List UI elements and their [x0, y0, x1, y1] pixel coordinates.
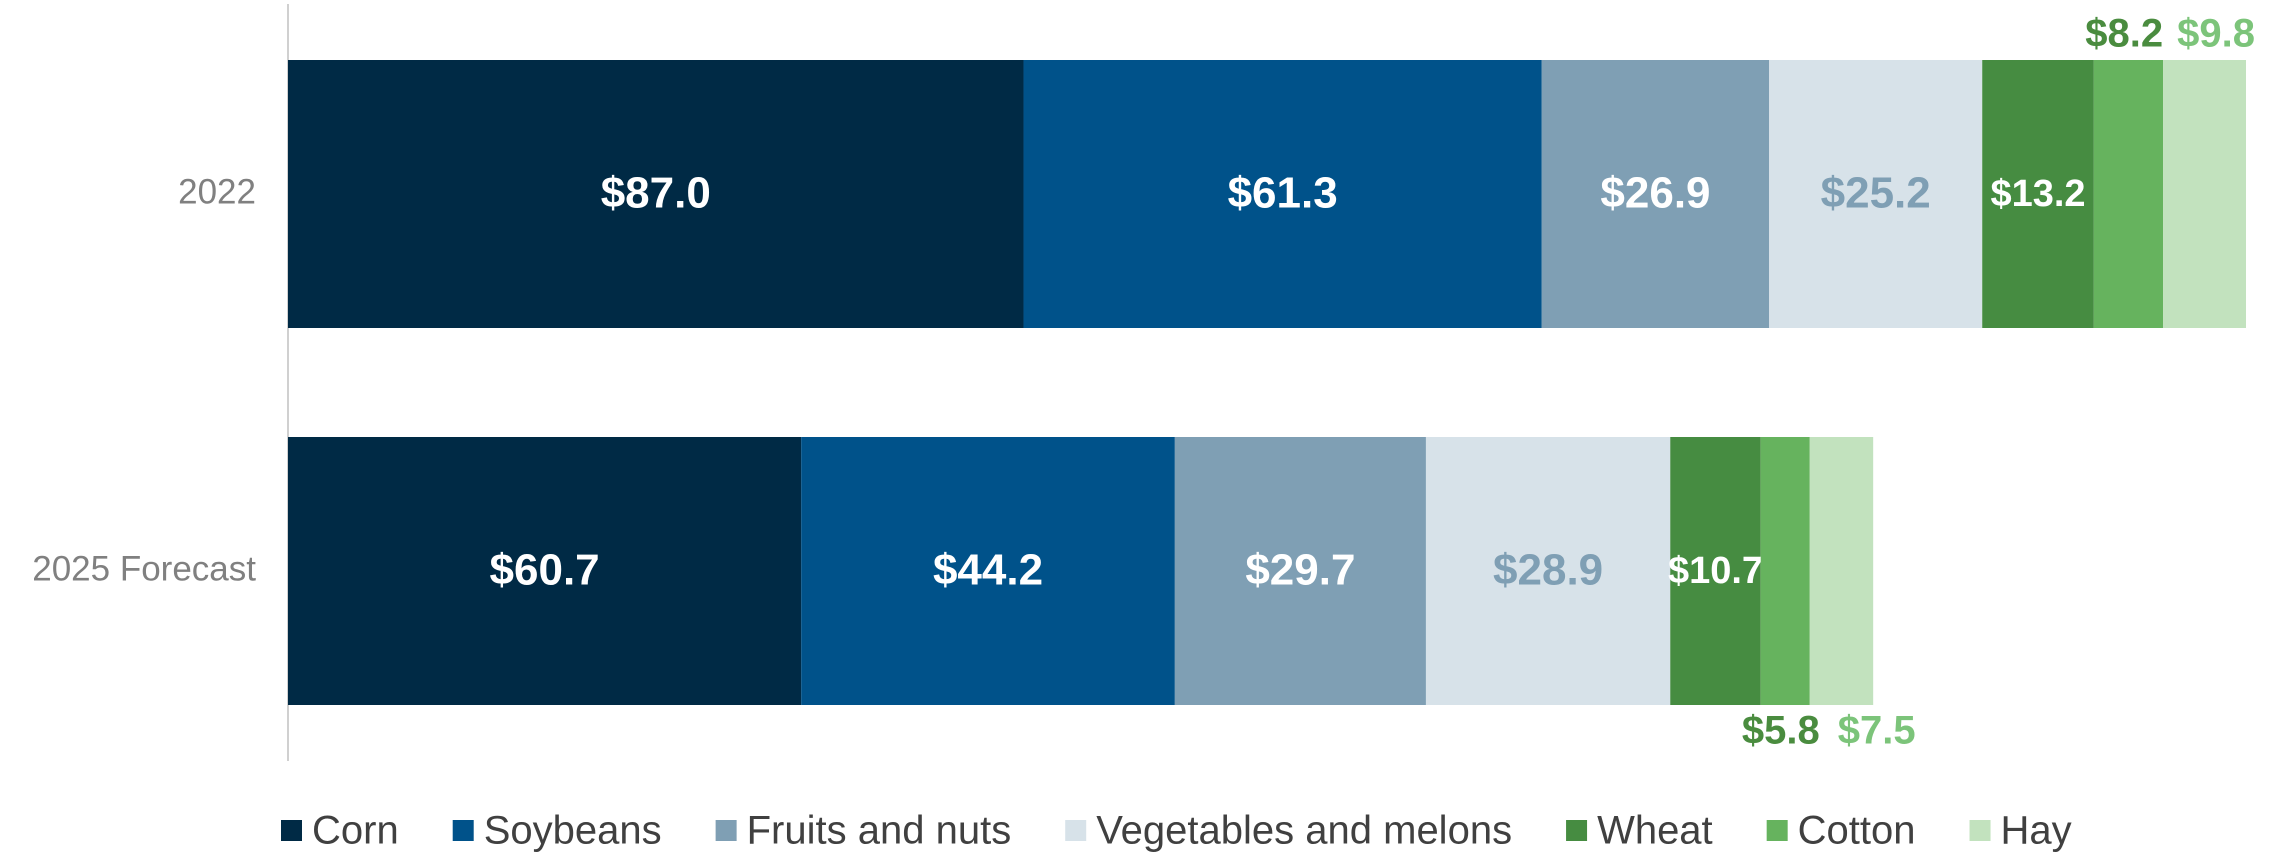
legend-swatch	[452, 820, 474, 841]
value-label: $87.0	[601, 169, 711, 218]
legend-swatch	[1969, 820, 1991, 841]
bar-segment	[1023, 60, 1542, 328]
y-tick-label: 2025 Forecast	[32, 549, 256, 588]
value-label: $13.2	[1990, 173, 2085, 215]
value-label: $29.7	[1245, 546, 1355, 595]
bar-segment	[2163, 60, 2246, 328]
value-label: $5.8	[1742, 709, 1820, 753]
value-label: $9.8	[2177, 12, 2255, 56]
value-label: $8.2	[2085, 12, 2163, 56]
bar-segment	[1760, 437, 1810, 705]
y-tick-label: 2022	[178, 172, 256, 211]
bar-segment	[1174, 437, 1426, 705]
legend-label: Hay	[2001, 809, 2072, 852]
legend-swatch	[715, 820, 737, 841]
legend-swatch	[1065, 820, 1087, 841]
bar-segment	[801, 437, 1175, 705]
bar-segment	[1425, 437, 1671, 705]
legend-label: Fruits and nuts	[747, 809, 1012, 852]
value-label: $7.5	[1838, 709, 1916, 753]
value-label: $60.7	[490, 546, 600, 595]
bar-segment	[2093, 60, 2164, 328]
bar-segment	[1809, 437, 1874, 705]
value-label: $26.9	[1600, 169, 1710, 218]
value-label: $44.2	[933, 546, 1043, 595]
legend-label: Cotton	[1798, 809, 1916, 852]
legend-swatch	[1566, 820, 1588, 841]
value-label: $61.3	[1228, 169, 1338, 218]
bar-segment	[1982, 60, 2094, 328]
value-label: $28.9	[1493, 546, 1603, 595]
bar-segment	[1769, 60, 1983, 328]
value-label: $10.7	[1668, 550, 1763, 592]
legend-label: Vegetables and melons	[1096, 809, 1512, 852]
bar-segment	[1670, 437, 1761, 705]
legend-label: Wheat	[1597, 809, 1713, 852]
legend-label: Soybeans	[484, 809, 662, 852]
legend-swatch	[281, 820, 302, 841]
value-label: $25.2	[1821, 169, 1931, 218]
bar-segment	[288, 437, 802, 705]
legend-label: Corn	[312, 809, 399, 852]
legend-swatch	[1766, 820, 1788, 841]
bar-segment	[288, 60, 1024, 328]
bar-segment	[1541, 60, 1770, 328]
